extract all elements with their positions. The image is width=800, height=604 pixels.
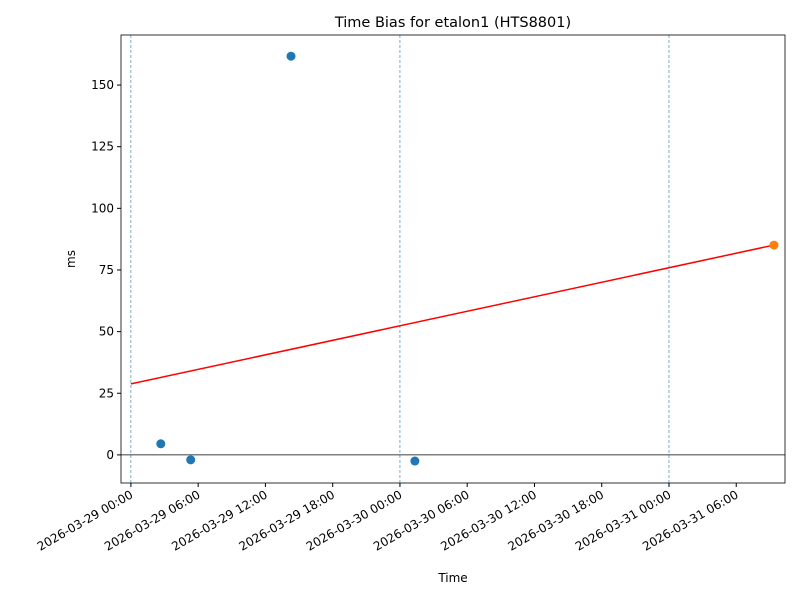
y-tick-label: 75 <box>99 263 114 277</box>
point <box>156 439 166 449</box>
plot-frame <box>120 34 786 484</box>
y-tick-label: 25 <box>99 386 114 400</box>
point <box>410 456 420 466</box>
x-axis-label: Time <box>437 571 467 585</box>
y-tick-label: 50 <box>99 325 114 339</box>
point <box>769 240 779 250</box>
point <box>186 455 196 465</box>
y-tick-label: 100 <box>91 201 114 215</box>
y-tick-label: 150 <box>91 78 114 92</box>
y-tick-label: 125 <box>91 140 114 154</box>
point <box>286 51 296 61</box>
y-axis-label: ms <box>64 250 78 268</box>
trend-line <box>130 244 775 385</box>
chart-title: Time Bias for etalon1 (HTS8801) <box>334 15 571 31</box>
y-tick-label: 0 <box>106 448 114 462</box>
